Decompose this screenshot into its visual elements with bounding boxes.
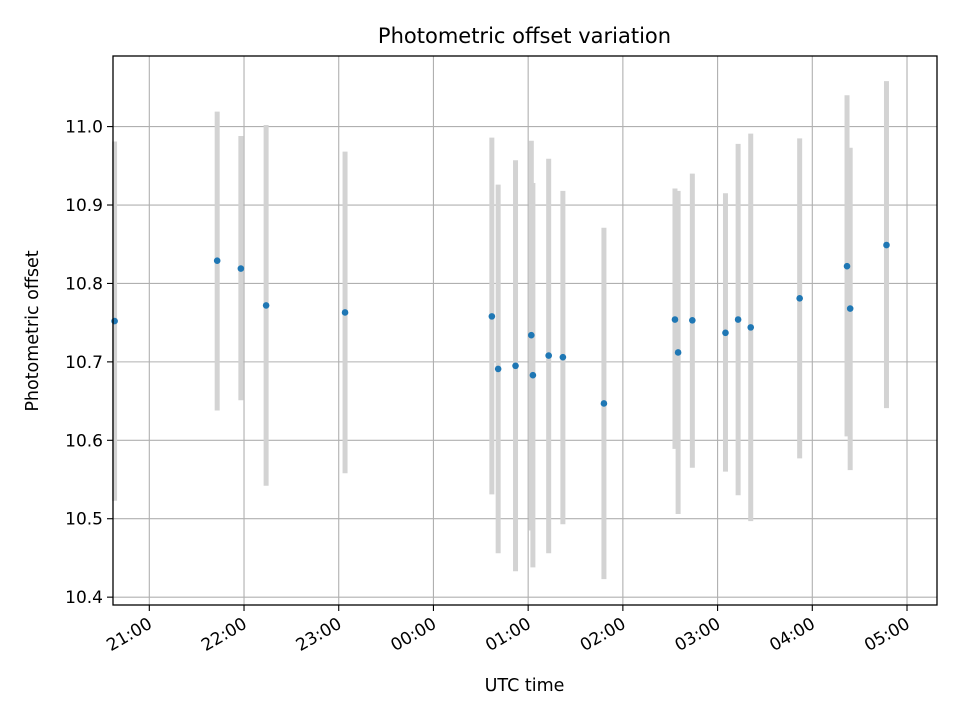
- y-axis-ticks: 10.4 10.5 10.6 10.7 10.8 10.9 11.0: [65, 118, 113, 608]
- data-point: [722, 329, 729, 337]
- y-tick-label: 10.8: [65, 274, 103, 294]
- y-axis-label: Photometric offset: [23, 250, 43, 411]
- data-point: [846, 305, 854, 312]
- y-tick-label: 10.9: [65, 196, 103, 216]
- y-tick-label: 10.5: [65, 510, 103, 530]
- data-point: [488, 313, 496, 320]
- y-tick-label: 11.0: [65, 118, 103, 138]
- y-tick-label: 10.6: [65, 431, 103, 451]
- data-point: [237, 265, 245, 272]
- data-points: [111, 241, 890, 407]
- data-point: [512, 362, 519, 370]
- data-point: [671, 316, 679, 323]
- data-point: [600, 400, 608, 407]
- data-point: [689, 317, 696, 324]
- data-point: [734, 316, 742, 323]
- data-point: [674, 349, 682, 356]
- data-point: [559, 353, 567, 361]
- data-point: [796, 295, 803, 302]
- x-axis-label: UTC time: [485, 676, 565, 696]
- data-point: [747, 324, 755, 331]
- y-tick-label: 10.4: [65, 588, 103, 608]
- data-point: [213, 257, 221, 264]
- chart-title: Photometric offset variation: [378, 24, 671, 48]
- y-tick-label: 10.7: [65, 353, 103, 373]
- data-point: [341, 309, 349, 316]
- data-point: [883, 241, 890, 249]
- data-point: [545, 352, 552, 359]
- data-point: [843, 262, 851, 270]
- data-point: [529, 371, 537, 379]
- data-point: [262, 302, 270, 309]
- data-point: [111, 317, 118, 325]
- data-point: [528, 331, 535, 339]
- plot-frame: [112, 55, 938, 606]
- data-point: [494, 365, 502, 373]
